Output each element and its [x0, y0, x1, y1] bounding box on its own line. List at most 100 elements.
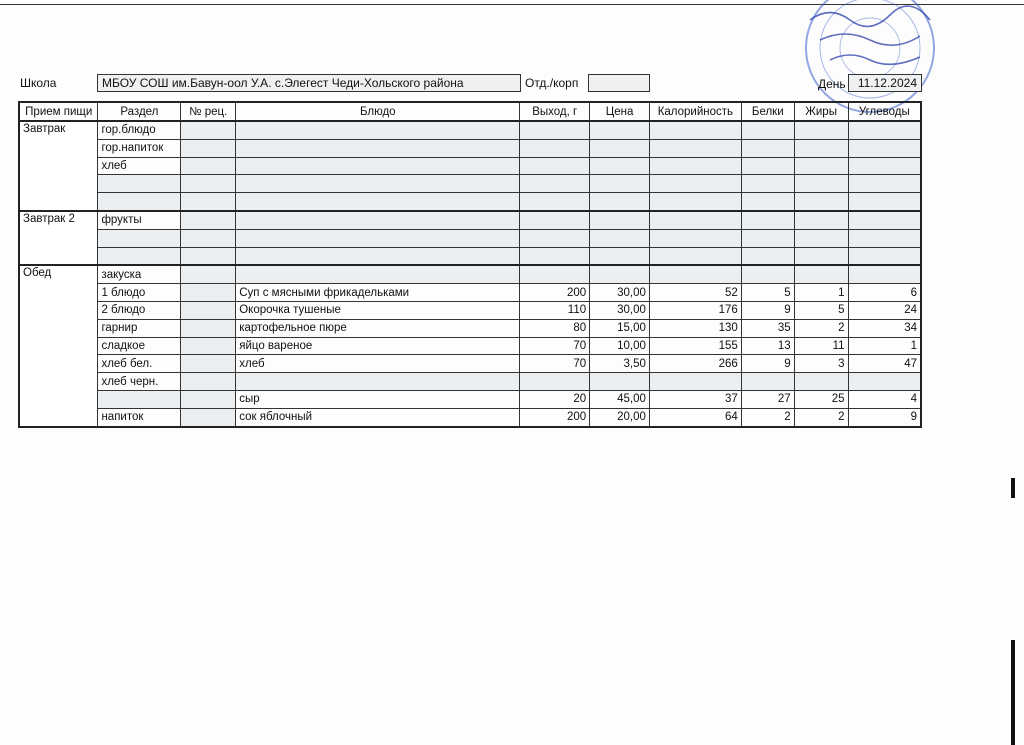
cell-yield[interactable]: 110 [519, 300, 591, 320]
cell-recipe[interactable] [180, 228, 237, 248]
cell-recipe[interactable] [180, 336, 237, 356]
cell-kcal[interactable] [648, 372, 742, 391]
cell-yield[interactable] [519, 192, 591, 212]
cell-fat[interactable]: 5 [793, 300, 849, 320]
cell-dish[interactable] [235, 209, 521, 230]
cell-yield[interactable] [519, 156, 591, 176]
cell-dish[interactable]: сок яблочный [235, 407, 521, 428]
cell-yield[interactable]: 200 [519, 407, 591, 428]
cell-price[interactable] [589, 138, 650, 158]
cell-section[interactable] [97, 389, 182, 409]
cell-dish[interactable]: яйцо вареное [235, 336, 521, 356]
cell-price[interactable] [589, 156, 650, 176]
cell-protein[interactable] [740, 228, 795, 248]
cell-kcal[interactable]: 37 [648, 389, 742, 409]
cell-kcal[interactable] [648, 156, 742, 176]
cell-kcal[interactable] [648, 264, 742, 285]
cell-dish[interactable] [235, 228, 521, 248]
cell-kcal[interactable]: 155 [648, 336, 742, 356]
cell-fat[interactable] [793, 192, 849, 212]
cell-fat[interactable]: 2 [793, 407, 849, 428]
cell-kcal[interactable] [648, 138, 742, 158]
cell-kcal[interactable] [648, 174, 742, 194]
cell-yield[interactable] [519, 209, 591, 230]
cell-section[interactable]: хлеб [97, 156, 182, 176]
cell-protein[interactable] [740, 264, 795, 285]
cell-section[interactable] [97, 192, 182, 212]
cell-protein[interactable]: 5 [740, 283, 795, 302]
cell-dish[interactable] [235, 120, 521, 140]
cell-section[interactable]: гор.блюдо [97, 120, 182, 140]
cell-price[interactable]: 30,00 [589, 283, 650, 302]
cell-section[interactable] [97, 174, 182, 194]
cell-dish[interactable] [235, 264, 521, 285]
cell-carbs[interactable] [847, 156, 922, 176]
cell-protein[interactable]: 13 [740, 336, 795, 356]
cell-price[interactable] [589, 264, 650, 285]
cell-recipe[interactable] [180, 246, 237, 266]
cell-recipe[interactable] [180, 407, 237, 428]
cell-carbs[interactable]: 47 [847, 354, 922, 374]
cell-protein[interactable]: 9 [740, 300, 795, 320]
cell-recipe[interactable] [180, 156, 237, 176]
cell-carbs[interactable] [847, 192, 922, 212]
cell-price[interactable] [589, 192, 650, 212]
cell-dish[interactable]: картофельное пюре [235, 318, 521, 338]
cell-kcal[interactable] [648, 209, 742, 230]
cell-yield[interactable]: 80 [519, 318, 591, 338]
cell-recipe[interactable] [180, 264, 237, 285]
dept-field[interactable] [588, 74, 650, 92]
cell-dish[interactable] [235, 174, 521, 194]
cell-kcal[interactable]: 52 [648, 283, 742, 302]
cell-yield[interactable] [519, 372, 591, 391]
cell-yield[interactable]: 70 [519, 336, 591, 356]
cell-carbs[interactable] [847, 228, 922, 248]
cell-section[interactable]: фрукты [97, 209, 182, 230]
cell-section[interactable]: 2 блюдо [97, 300, 182, 320]
cell-protein[interactable]: 27 [740, 389, 795, 409]
cell-kcal[interactable] [648, 246, 742, 266]
cell-kcal[interactable] [648, 228, 742, 248]
cell-recipe[interactable] [180, 354, 237, 374]
cell-kcal[interactable]: 176 [648, 300, 742, 320]
cell-recipe[interactable] [180, 318, 237, 338]
cell-recipe[interactable] [180, 174, 237, 194]
cell-carbs[interactable] [847, 174, 922, 194]
cell-protein[interactable] [740, 174, 795, 194]
cell-dish[interactable] [235, 246, 521, 266]
cell-carbs[interactable] [847, 246, 922, 266]
cell-carbs[interactable]: 6 [847, 283, 922, 302]
cell-section[interactable]: гор.напиток [97, 138, 182, 158]
cell-recipe[interactable] [180, 389, 237, 409]
cell-protein[interactable]: 35 [740, 318, 795, 338]
cell-dish[interactable] [235, 156, 521, 176]
cell-protein[interactable]: 9 [740, 354, 795, 374]
cell-kcal[interactable] [648, 192, 742, 212]
cell-fat[interactable] [793, 174, 849, 194]
cell-carbs[interactable] [847, 372, 922, 391]
cell-dish[interactable] [235, 192, 521, 212]
cell-fat[interactable]: 11 [793, 336, 849, 356]
cell-yield[interactable]: 70 [519, 354, 591, 374]
cell-recipe[interactable] [180, 192, 237, 212]
cell-yield[interactable] [519, 120, 591, 140]
cell-carbs[interactable]: 9 [847, 407, 922, 428]
cell-carbs[interactable] [847, 120, 922, 140]
cell-fat[interactable] [793, 209, 849, 230]
cell-fat[interactable] [793, 372, 849, 391]
cell-price[interactable] [589, 246, 650, 266]
cell-kcal[interactable] [648, 120, 742, 140]
cell-price[interactable]: 10,00 [589, 336, 650, 356]
cell-fat[interactable]: 1 [793, 283, 849, 302]
cell-section[interactable]: хлеб бел. [97, 354, 182, 374]
cell-fat[interactable] [793, 228, 849, 248]
cell-price[interactable] [589, 228, 650, 248]
cell-fat[interactable] [793, 264, 849, 285]
cell-recipe[interactable] [180, 372, 237, 391]
cell-recipe[interactable] [180, 300, 237, 320]
cell-protein[interactable]: 2 [740, 407, 795, 428]
cell-section[interactable]: закуска [97, 264, 182, 285]
school-field[interactable]: МБОУ СОШ им.Бавун-оол У.А. с.Элегест Чед… [97, 74, 521, 92]
cell-section[interactable]: 1 блюдо [97, 283, 182, 302]
cell-price[interactable] [589, 174, 650, 194]
